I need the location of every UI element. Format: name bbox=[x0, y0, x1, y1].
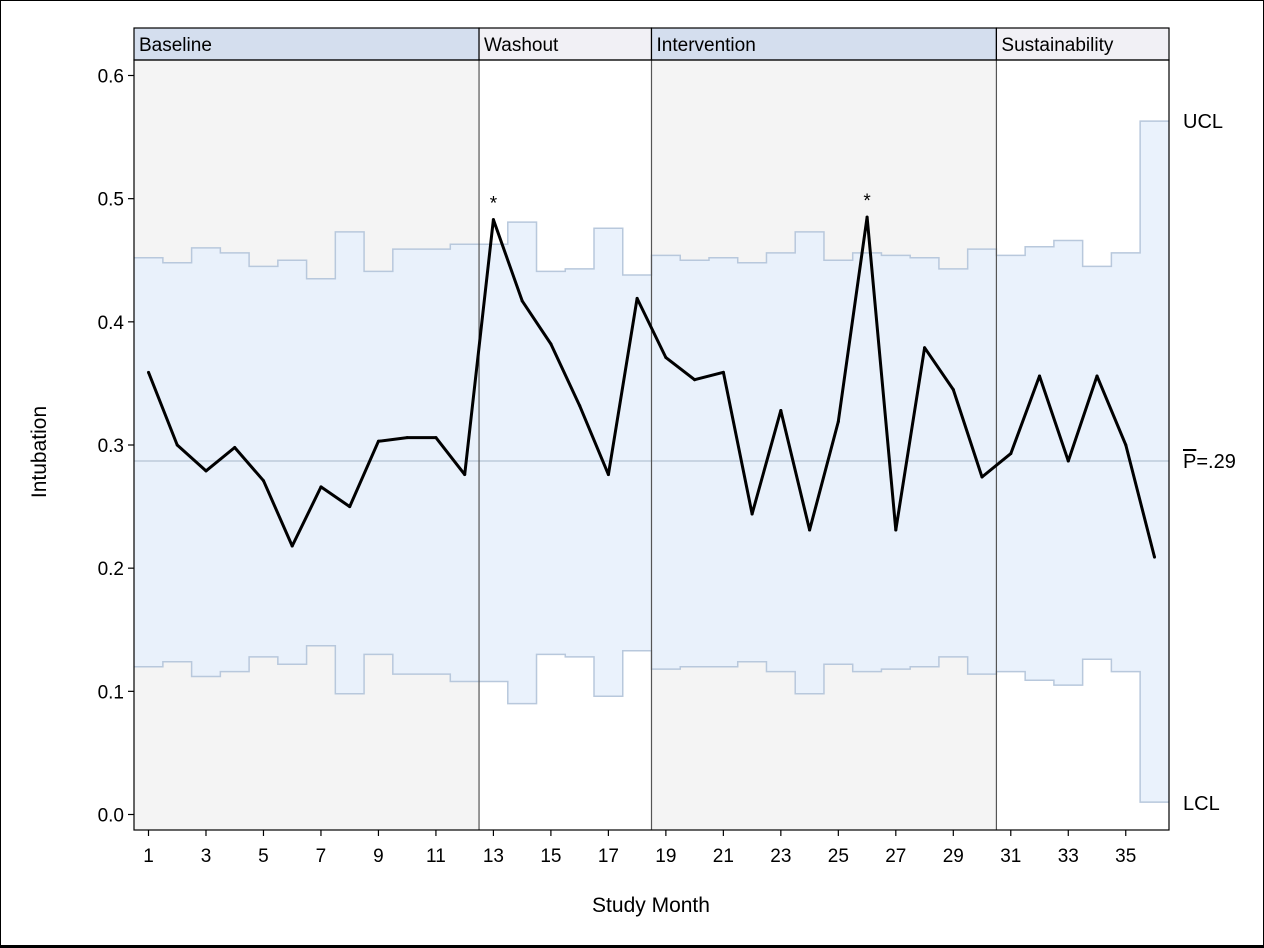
x-tick-label: 11 bbox=[426, 846, 446, 867]
x-tick-label: 29 bbox=[943, 846, 964, 867]
x-tick-label: 3 bbox=[201, 846, 212, 867]
lcl-label: LCL bbox=[1183, 793, 1220, 815]
x-tick-label: 27 bbox=[885, 846, 906, 867]
data-point-month-10 bbox=[405, 436, 409, 440]
data-point-month-4 bbox=[233, 445, 237, 449]
data-point-month-23 bbox=[779, 409, 783, 413]
data-point-month-26 bbox=[865, 215, 869, 219]
x-tick-label: 21 bbox=[713, 846, 734, 867]
data-point-month-17 bbox=[606, 473, 610, 477]
x-tick-label: 1 bbox=[143, 846, 154, 867]
data-point-month-5 bbox=[261, 479, 265, 483]
y-tick-label: 0.2 bbox=[98, 559, 124, 580]
data-point-month-1 bbox=[147, 370, 150, 374]
data-point-month-34 bbox=[1095, 374, 1099, 378]
data-point-month-3 bbox=[204, 469, 208, 473]
data-point-month-16 bbox=[578, 404, 582, 408]
x-tick-label: 19 bbox=[655, 846, 676, 867]
x-tick-label: 9 bbox=[373, 846, 384, 867]
y-tick-label: 0.6 bbox=[98, 67, 124, 88]
x-tick-label: 35 bbox=[1115, 846, 1136, 867]
data-point-month-6 bbox=[290, 544, 294, 548]
data-point-month-2 bbox=[175, 443, 179, 447]
data-point-month-29 bbox=[951, 388, 955, 392]
y-axis-label: Intubation bbox=[28, 406, 51, 498]
phase-header: Baseline Washout Intervention Sustainabilit… bbox=[133, 27, 1170, 61]
data-point-month-31 bbox=[1009, 452, 1013, 456]
phase-label-baseline: Baseline bbox=[139, 35, 212, 56]
data-point-month-19 bbox=[664, 356, 668, 360]
data-point-month-22 bbox=[750, 512, 754, 516]
center-line-label: P=.29 bbox=[1183, 451, 1236, 473]
center-line-label-value: =.29 bbox=[1196, 451, 1235, 473]
y-tick-label: 0.0 bbox=[98, 806, 124, 827]
x-tick-label: 7 bbox=[316, 846, 327, 867]
x-tick-label: 25 bbox=[828, 846, 849, 867]
data-point-month-21 bbox=[721, 370, 725, 374]
data-point-month-18 bbox=[635, 296, 639, 300]
data-point-month-11 bbox=[434, 436, 438, 440]
limit-labels: UCL LCL P=.29 bbox=[1183, 111, 1236, 815]
series-line-intubation bbox=[147, 215, 1156, 558]
data-point-month-33 bbox=[1066, 459, 1070, 463]
data-point-month-7 bbox=[319, 485, 323, 489]
x-tick-label: 17 bbox=[598, 846, 619, 867]
special-cause-mark-month-13: * bbox=[490, 194, 498, 215]
phase-label-washout: Washout bbox=[484, 35, 559, 56]
phase-label-intervention: Intervention bbox=[657, 35, 756, 56]
special-cause-marks: * * bbox=[490, 191, 872, 214]
x-tick-label: 23 bbox=[770, 846, 791, 867]
data-point-month-24 bbox=[808, 528, 812, 532]
x-tick-label: 33 bbox=[1058, 846, 1079, 867]
data-point-month-35 bbox=[1124, 443, 1128, 447]
data-point-month-9 bbox=[376, 439, 380, 443]
data-point-month-28 bbox=[923, 346, 927, 350]
special-cause-mark-month-26: * bbox=[863, 191, 871, 212]
data-point-month-13 bbox=[491, 218, 495, 222]
x-tick-label: 15 bbox=[540, 846, 561, 867]
data-point-month-15 bbox=[549, 342, 553, 346]
data-point-month-32 bbox=[1038, 374, 1042, 378]
axes: 0.00.10.20.30.40.50.61 3 5 7 9 11 13 15 17 19 21 23… bbox=[98, 59, 1170, 867]
x-tick-label: 13 bbox=[483, 846, 504, 867]
data-point-month-8 bbox=[348, 505, 352, 509]
data-point-month-30 bbox=[980, 475, 984, 479]
x-axis-label: Study Month bbox=[592, 894, 710, 917]
data-point-month-25 bbox=[836, 420, 840, 424]
phase-header-baseline bbox=[133, 27, 480, 61]
phase-header-intervention bbox=[650, 27, 998, 61]
phase-label-sustainability: Sustainability bbox=[1001, 35, 1113, 56]
data-point-month-27 bbox=[894, 528, 898, 532]
x-tick-label: 31 bbox=[1000, 846, 1021, 867]
y-tick-label: 0.1 bbox=[98, 682, 124, 703]
data-point-month-36 bbox=[1153, 555, 1156, 559]
data-point-month-20 bbox=[693, 378, 697, 382]
phase-dividers bbox=[478, 60, 998, 830]
ucl-label: UCL bbox=[1183, 111, 1223, 133]
data-point-month-14 bbox=[520, 299, 524, 303]
center-line-label-symbol: P bbox=[1183, 451, 1196, 473]
data-series bbox=[147, 215, 1156, 559]
x-tick-label: 5 bbox=[258, 846, 269, 867]
y-tick-label: 0.5 bbox=[98, 190, 124, 211]
y-tick-label: 0.4 bbox=[98, 313, 125, 334]
y-tick-label: 0.3 bbox=[98, 436, 124, 457]
data-point-month-12 bbox=[463, 473, 467, 477]
